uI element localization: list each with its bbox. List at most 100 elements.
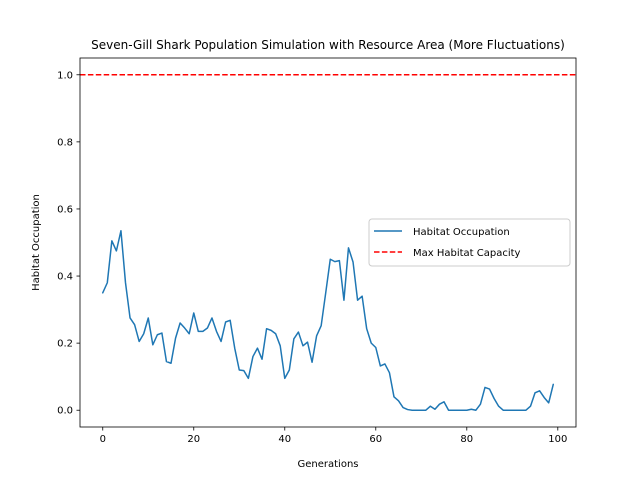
data-point [420, 409, 422, 411]
data-point [274, 333, 276, 335]
data-point [379, 365, 381, 367]
data-point [302, 345, 304, 347]
data-point [211, 317, 213, 319]
axes-layer: 0 20 40 60 80 100 0.0 0.2 0.4 0.6 0.8 1.0 [57, 57, 577, 445]
data-point [429, 405, 431, 407]
y-tick-label: 0.2 [57, 339, 73, 350]
data-point [416, 409, 418, 411]
x-tick-label: 20 [187, 434, 200, 445]
x-tick-label: 60 [369, 434, 382, 445]
axes-frame [79, 57, 577, 428]
x-axis-label: Generations [298, 459, 359, 470]
y-tick-label: 0.4 [57, 272, 73, 283]
data-point [252, 355, 254, 357]
data-point [443, 401, 445, 403]
data-point [143, 333, 145, 335]
data-point [243, 369, 245, 371]
data-point [488, 388, 490, 390]
data-point [507, 409, 509, 411]
data-point [497, 405, 499, 407]
data-point [183, 327, 185, 329]
data-point [325, 292, 327, 294]
data-point [270, 329, 272, 331]
data-point [470, 408, 472, 410]
data-point [261, 358, 263, 360]
data-point [334, 260, 336, 262]
data-point [425, 409, 427, 411]
series-line-habitat-occupation [102, 230, 554, 411]
data-point [297, 331, 299, 333]
data-point [511, 409, 513, 411]
chart-title: Seven-Gill Shark Population Simulation w… [91, 38, 565, 52]
data-point [124, 282, 126, 284]
data-point [365, 328, 367, 330]
data-point [552, 383, 554, 385]
data-point [493, 397, 495, 399]
data-point [256, 347, 258, 349]
data-point [152, 344, 154, 346]
data-point [461, 409, 463, 411]
data-point [375, 346, 377, 348]
data-point [129, 317, 131, 319]
data-point [548, 402, 550, 404]
data-point [247, 377, 249, 379]
data-point [111, 240, 113, 242]
x-tick-label: 40 [278, 434, 291, 445]
data-point [534, 392, 536, 394]
data-point [170, 362, 172, 364]
data-point [356, 299, 358, 301]
x-tick-label: 0 [100, 434, 106, 445]
data-point [352, 261, 354, 263]
data-point [388, 371, 390, 373]
data-point [329, 258, 331, 260]
data-point [393, 396, 395, 398]
data-point [516, 409, 518, 411]
data-point [156, 334, 158, 336]
data-point [315, 335, 317, 337]
data-point [279, 345, 281, 347]
data-point [525, 409, 527, 411]
data-point [102, 292, 104, 294]
data-point [447, 409, 449, 411]
x-tick-label: 80 [460, 434, 473, 445]
data-point [543, 396, 545, 398]
data-point [120, 230, 122, 232]
data-point [238, 369, 240, 371]
y-tick-label: 0.0 [57, 406, 73, 417]
legend-label-habitat-occupation: Habitat Occupation [413, 227, 510, 238]
data-point [502, 409, 504, 411]
legend: Habitat Occupation Max Habitat Capacity [368, 218, 571, 267]
data-point [320, 324, 322, 326]
legend-box [368, 218, 571, 267]
data-point [161, 332, 163, 334]
data-point [174, 337, 176, 339]
data-point [115, 250, 117, 252]
data-point [347, 247, 349, 249]
data-point [133, 323, 135, 325]
data-point [165, 360, 167, 362]
data-point [193, 312, 195, 314]
data-point [288, 369, 290, 371]
data-point [466, 409, 468, 411]
data-point [206, 327, 208, 329]
data-point [147, 317, 149, 319]
data-point [370, 342, 372, 344]
data-point [406, 408, 408, 410]
data-point [361, 295, 363, 297]
data-point [456, 409, 458, 411]
data-point [520, 409, 522, 411]
data-point [215, 330, 217, 332]
data-point [229, 319, 231, 321]
data-point [475, 409, 477, 411]
data-point [306, 341, 308, 343]
data-point [265, 328, 267, 330]
data-point [411, 409, 413, 411]
x-tick-label: 100 [548, 434, 567, 445]
data-point [293, 338, 295, 340]
data-point [311, 361, 313, 363]
data-point [188, 333, 190, 335]
data-point [179, 322, 181, 324]
y-tick-label: 0.8 [57, 137, 73, 148]
y-axis-label: Habitat Occupation [31, 194, 42, 291]
